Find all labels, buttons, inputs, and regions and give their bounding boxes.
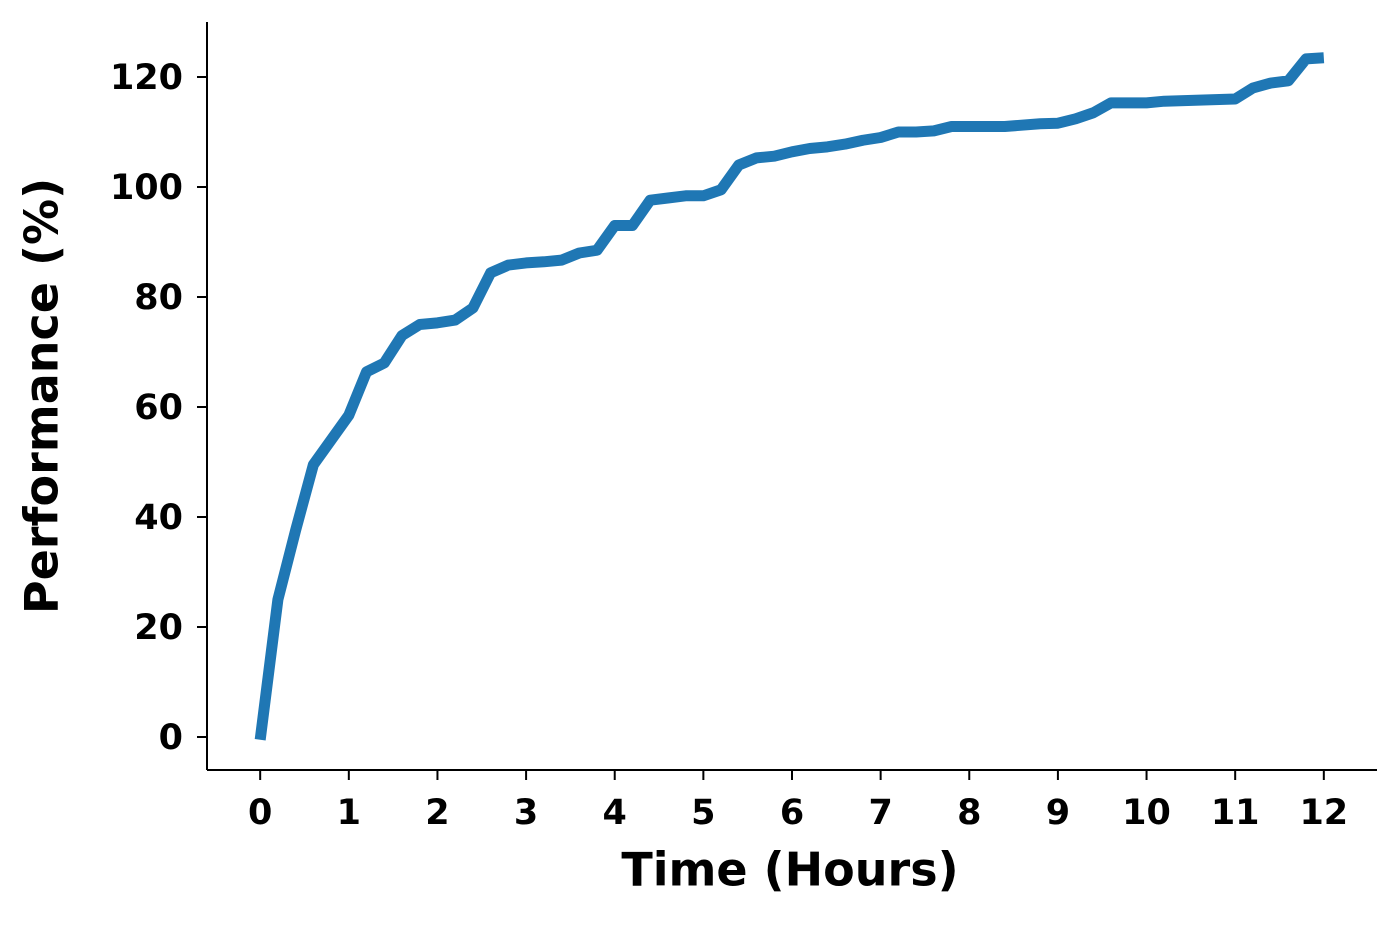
x-tick-label: 11 — [1211, 793, 1260, 833]
x-tick-label: 0 — [248, 793, 272, 833]
x-tick-label: 6 — [780, 793, 804, 833]
y-tick-label: 120 — [110, 58, 183, 98]
y-tick-label: 20 — [134, 608, 183, 648]
data-line — [254, 52, 1325, 741]
y-tick-label: 100 — [110, 168, 183, 208]
x-tick-label: 12 — [1299, 793, 1348, 833]
x-tick-label: 5 — [691, 793, 715, 833]
y-tick-label: 60 — [134, 388, 183, 428]
x-tick-label: 10 — [1122, 793, 1171, 833]
x-tick-label: 4 — [603, 793, 627, 833]
x-tick-label: 8 — [957, 793, 981, 833]
x-tick-label: 7 — [868, 793, 892, 833]
y-axis-label: Performance (%) — [15, 178, 69, 614]
y-tick-label: 0 — [159, 718, 183, 758]
y-tick-label: 40 — [134, 498, 183, 538]
x-tick-label: 9 — [1046, 793, 1070, 833]
x-tick-label: 1 — [337, 793, 361, 833]
x-axis-label: Time (Hours) — [621, 843, 958, 897]
x-tick-label: 2 — [425, 793, 449, 833]
y-tick-label: 80 — [134, 278, 183, 318]
x-tick-label: 3 — [514, 793, 538, 833]
